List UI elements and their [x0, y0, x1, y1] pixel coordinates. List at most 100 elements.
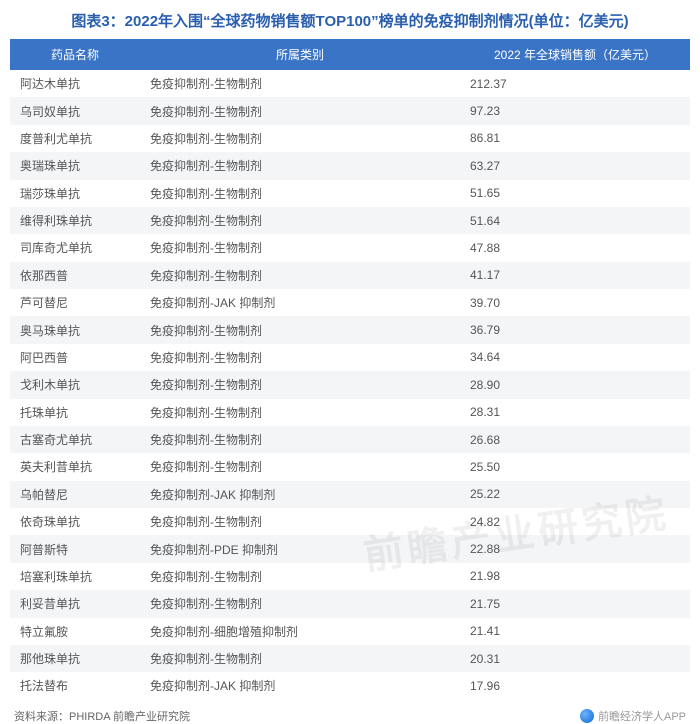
cell-category: 免疫抑制剂-JAK 抑制剂	[140, 672, 460, 699]
cell-name: 依那西普	[10, 262, 140, 289]
table-row: 瑞莎珠单抗免疫抑制剂-生物制剂51.65	[10, 180, 690, 207]
cell-name: 芦可替尼	[10, 289, 140, 316]
table-row: 芦可替尼免疫抑制剂-JAK 抑制剂39.70	[10, 289, 690, 316]
table-row: 英夫利昔单抗免疫抑制剂-生物制剂25.50	[10, 453, 690, 480]
table-row: 托珠单抗免疫抑制剂-生物制剂28.31	[10, 399, 690, 426]
table-row: 司库奇尤单抗免疫抑制剂-生物制剂47.88	[10, 234, 690, 261]
table-row: 利妥昔单抗免疫抑制剂-生物制剂21.75	[10, 590, 690, 617]
table-row: 戈利木单抗免疫抑制剂-生物制剂28.90	[10, 371, 690, 398]
table-row: 古塞奇尤单抗免疫抑制剂-生物制剂26.68	[10, 426, 690, 453]
cell-category: 免疫抑制剂-生物制剂	[140, 371, 460, 398]
cell-category: 免疫抑制剂-生物制剂	[140, 207, 460, 234]
cell-name: 阿达木单抗	[10, 70, 140, 97]
cell-sales: 25.50	[460, 453, 690, 480]
cell-name: 度普利尤单抗	[10, 125, 140, 152]
table-row: 阿巴西普免疫抑制剂-生物制剂34.64	[10, 344, 690, 371]
table-row: 乌帕替尼免疫抑制剂-JAK 抑制剂25.22	[10, 481, 690, 508]
cell-category: 免疫抑制剂-生物制剂	[140, 152, 460, 179]
cell-name: 托珠单抗	[10, 399, 140, 426]
chart-title: 图表3：2022年入围“全球药物销售额TOP100”榜单的免疫抑制剂情况(单位：…	[0, 0, 700, 39]
table-row: 奥马珠单抗免疫抑制剂-生物制剂36.79	[10, 316, 690, 343]
table-row: 乌司奴单抗免疫抑制剂-生物制剂97.23	[10, 97, 690, 124]
cell-category: 免疫抑制剂-细胞增殖抑制剂	[140, 618, 460, 645]
col-header-sales: 2022 年全球销售额（亿美元）	[460, 39, 690, 70]
cell-name: 阿普斯特	[10, 535, 140, 562]
cell-name: 瑞莎珠单抗	[10, 180, 140, 207]
cell-sales: 28.90	[460, 371, 690, 398]
cell-category: 免疫抑制剂-生物制剂	[140, 344, 460, 371]
cell-name: 乌帕替尼	[10, 481, 140, 508]
cell-category: 免疫抑制剂-生物制剂	[140, 426, 460, 453]
cell-sales: 36.79	[460, 316, 690, 343]
table-row: 那他珠单抗免疫抑制剂-生物制剂20.31	[10, 645, 690, 672]
cell-name: 古塞奇尤单抗	[10, 426, 140, 453]
cell-name: 司库奇尤单抗	[10, 234, 140, 261]
brand: 前瞻经济学人APP	[580, 708, 686, 724]
table-row: 托法替布免疫抑制剂-JAK 抑制剂17.96	[10, 672, 690, 699]
cell-name: 英夫利昔单抗	[10, 453, 140, 480]
source-text: 资料来源：PHIRDA 前瞻产业研究院	[14, 708, 190, 724]
cell-sales: 22.88	[460, 535, 690, 562]
table-row: 阿普斯特免疫抑制剂-PDE 抑制剂22.88	[10, 535, 690, 562]
cell-sales: 41.17	[460, 262, 690, 289]
cell-category: 免疫抑制剂-生物制剂	[140, 453, 460, 480]
table-header-row: 药品名称 所属类别 2022 年全球销售额（亿美元）	[10, 39, 690, 70]
cell-name: 维得利珠单抗	[10, 207, 140, 234]
cell-sales: 24.82	[460, 508, 690, 535]
cell-name: 奥瑞珠单抗	[10, 152, 140, 179]
cell-sales: 212.37	[460, 70, 690, 97]
table-row: 阿达木单抗免疫抑制剂-生物制剂212.37	[10, 70, 690, 97]
cell-sales: 86.81	[460, 125, 690, 152]
table-row: 特立氟胺免疫抑制剂-细胞增殖抑制剂21.41	[10, 618, 690, 645]
cell-category: 免疫抑制剂-生物制剂	[140, 590, 460, 617]
cell-sales: 20.31	[460, 645, 690, 672]
table-row: 依那西普免疫抑制剂-生物制剂41.17	[10, 262, 690, 289]
cell-name: 阿巴西普	[10, 344, 140, 371]
cell-name: 利妥昔单抗	[10, 590, 140, 617]
cell-name: 依奇珠单抗	[10, 508, 140, 535]
cell-sales: 97.23	[460, 97, 690, 124]
cell-sales: 21.98	[460, 563, 690, 590]
cell-sales: 17.96	[460, 672, 690, 699]
footer: 资料来源：PHIRDA 前瞻产业研究院 前瞻经济学人APP	[0, 700, 700, 724]
cell-category: 免疫抑制剂-生物制剂	[140, 125, 460, 152]
cell-category: 免疫抑制剂-生物制剂	[140, 180, 460, 207]
cell-category: 免疫抑制剂-生物制剂	[140, 399, 460, 426]
col-header-name: 药品名称	[10, 39, 140, 70]
table-row: 依奇珠单抗免疫抑制剂-生物制剂24.82	[10, 508, 690, 535]
cell-category: 免疫抑制剂-JAK 抑制剂	[140, 289, 460, 316]
data-table: 药品名称 所属类别 2022 年全球销售额（亿美元） 阿达木单抗免疫抑制剂-生物…	[10, 39, 690, 700]
cell-category: 免疫抑制剂-PDE 抑制剂	[140, 535, 460, 562]
cell-category: 免疫抑制剂-生物制剂	[140, 316, 460, 343]
cell-name: 戈利木单抗	[10, 371, 140, 398]
cell-name: 那他珠单抗	[10, 645, 140, 672]
cell-name: 乌司奴单抗	[10, 97, 140, 124]
cell-sales: 26.68	[460, 426, 690, 453]
brand-text: 前瞻经济学人APP	[598, 708, 686, 724]
table-row: 度普利尤单抗免疫抑制剂-生物制剂86.81	[10, 125, 690, 152]
cell-category: 免疫抑制剂-生物制剂	[140, 645, 460, 672]
brand-icon	[580, 709, 594, 723]
cell-sales: 51.65	[460, 180, 690, 207]
table-row: 维得利珠单抗免疫抑制剂-生物制剂51.64	[10, 207, 690, 234]
cell-name: 奥马珠单抗	[10, 316, 140, 343]
cell-category: 免疫抑制剂-生物制剂	[140, 508, 460, 535]
table-row: 奥瑞珠单抗免疫抑制剂-生物制剂63.27	[10, 152, 690, 179]
cell-sales: 63.27	[460, 152, 690, 179]
cell-sales: 39.70	[460, 289, 690, 316]
cell-sales: 51.64	[460, 207, 690, 234]
cell-category: 免疫抑制剂-生物制剂	[140, 70, 460, 97]
cell-category: 免疫抑制剂-JAK 抑制剂	[140, 481, 460, 508]
cell-sales: 21.75	[460, 590, 690, 617]
cell-name: 培塞利珠单抗	[10, 563, 140, 590]
cell-sales: 34.64	[460, 344, 690, 371]
table-row: 培塞利珠单抗免疫抑制剂-生物制剂21.98	[10, 563, 690, 590]
cell-sales: 21.41	[460, 618, 690, 645]
cell-sales: 25.22	[460, 481, 690, 508]
col-header-category: 所属类别	[140, 39, 460, 70]
cell-category: 免疫抑制剂-生物制剂	[140, 97, 460, 124]
cell-name: 特立氟胺	[10, 618, 140, 645]
cell-sales: 28.31	[460, 399, 690, 426]
cell-sales: 47.88	[460, 234, 690, 261]
cell-name: 托法替布	[10, 672, 140, 699]
